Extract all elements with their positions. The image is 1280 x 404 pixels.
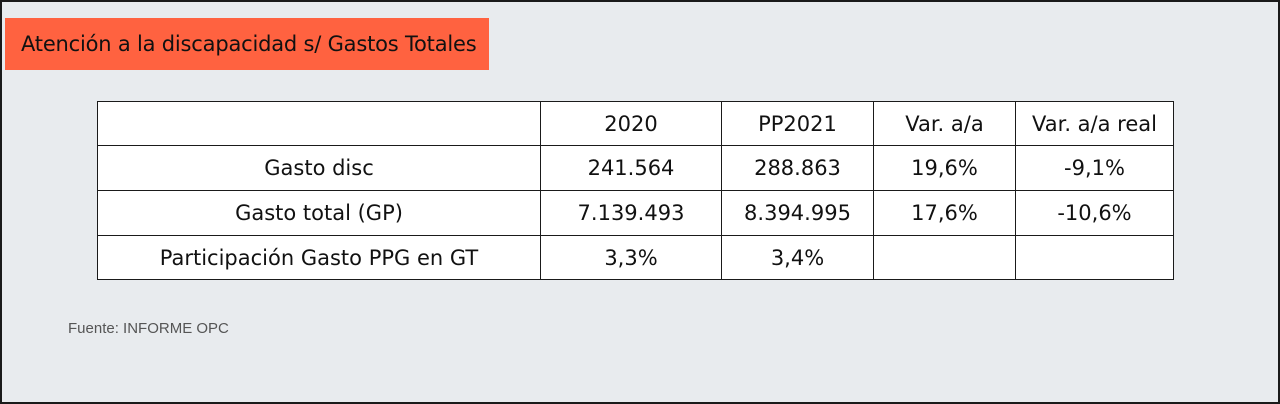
- figure-title: Atención a la discapacidad s/ Gastos Tot…: [5, 18, 489, 70]
- row-label: Gasto disc: [97, 145, 541, 191]
- table-row: Participación Gasto PPG en GT 3,3% 3,4%: [97, 235, 1174, 280]
- cell-var-aa-real: [1015, 235, 1174, 280]
- cell-pp2021: 8.394.995: [721, 190, 874, 236]
- header-cell-pp2021: PP2021: [721, 101, 874, 146]
- cell-var-aa-real: -10,6%: [1015, 190, 1174, 236]
- cell-pp2021: 288.863: [721, 145, 874, 191]
- header-cell-var-aa-real: Var. a/a real: [1015, 101, 1174, 146]
- cell-var-aa: [873, 235, 1016, 280]
- cell-var-aa: 17,6%: [873, 190, 1016, 236]
- table-row: Gasto disc 241.564 288.863 19,6% -9,1%: [97, 145, 1174, 191]
- cell-2020: 3,3%: [540, 235, 722, 280]
- cell-var-aa-real: -9,1%: [1015, 145, 1174, 191]
- source-note: Fuente: INFORME OPC: [68, 320, 229, 337]
- table-row: Gasto total (GP) 7.139.493 8.394.995 17,…: [97, 190, 1174, 236]
- header-cell-empty: [97, 101, 541, 146]
- cell-var-aa: 19,6%: [873, 145, 1016, 191]
- cell-2020: 7.139.493: [540, 190, 722, 236]
- cell-pp2021: 3,4%: [721, 235, 874, 280]
- cell-2020: 241.564: [540, 145, 722, 191]
- data-table: 2020 PP2021 Var. a/a Var. a/a real Gasto…: [97, 101, 1174, 280]
- table-header-row: 2020 PP2021 Var. a/a Var. a/a real: [97, 101, 1174, 146]
- row-label: Participación Gasto PPG en GT: [97, 235, 541, 280]
- row-label: Gasto total (GP): [97, 190, 541, 236]
- header-cell-2020: 2020: [540, 101, 722, 146]
- header-cell-var-aa: Var. a/a: [873, 101, 1016, 146]
